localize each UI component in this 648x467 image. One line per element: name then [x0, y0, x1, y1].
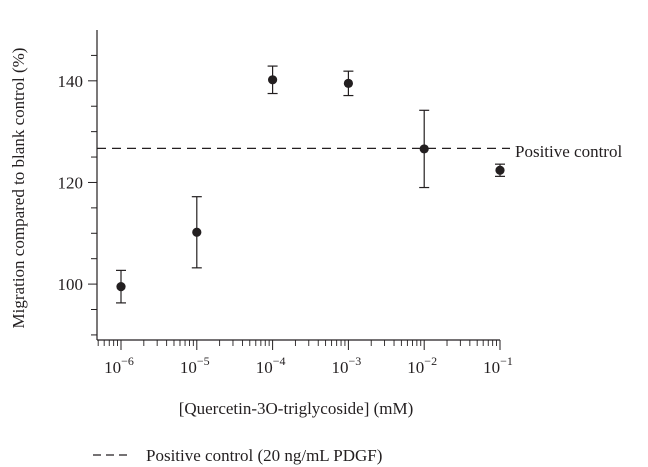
x-tick-label: 10−5 [180, 354, 210, 377]
y-axis-label: Migration compared to blank control (%) [9, 48, 28, 329]
legend-label: Positive control (20 ng/mL PDGF) [146, 446, 382, 465]
legend: Positive control (20 ng/mL PDGF) [93, 446, 382, 465]
x-tick-label: 10−4 [256, 354, 286, 377]
data-point-group [191, 196, 202, 269]
data-point-group [267, 65, 278, 95]
data-point [343, 78, 353, 88]
y-tick-label: 140 [58, 72, 84, 91]
data-point-group [116, 269, 126, 304]
x-tick-label: 10−3 [332, 354, 362, 377]
data-point [268, 75, 278, 85]
y-tick-label: 120 [58, 173, 84, 192]
data-points [116, 65, 505, 304]
x-axis-label: [Quercetin-3O-triglycoside] (mM) [179, 399, 414, 418]
axes: 100 120 140 10−6 10−5 10−4 10−3 10−2 10−1 [58, 30, 513, 377]
data-point-group [419, 109, 430, 189]
data-point-group [343, 70, 354, 97]
data-point [192, 227, 202, 237]
data-point [495, 165, 505, 175]
reference-line-label: Positive control [515, 142, 622, 161]
y-tick-label: 100 [58, 275, 84, 294]
x-tick-label: 10−2 [407, 354, 437, 377]
x-tick-label: 10−1 [483, 354, 513, 377]
data-point [116, 282, 126, 292]
data-point [419, 144, 429, 154]
data-point-group [495, 163, 505, 177]
x-tick-label: 10−6 [104, 354, 134, 377]
